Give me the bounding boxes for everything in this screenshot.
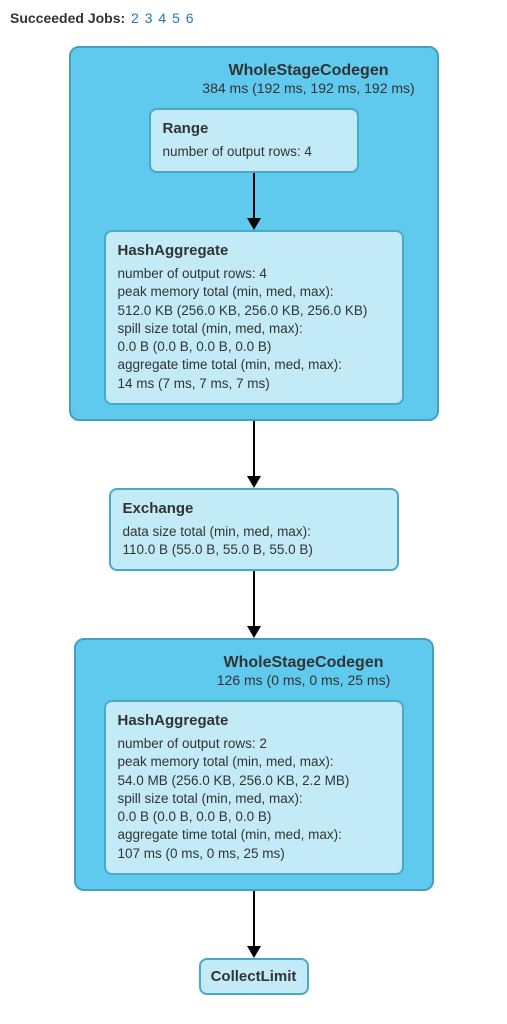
arrow: [247, 173, 261, 230]
hashaggregate-node-1: HashAggregate number of output rows: 4 p…: [104, 230, 404, 405]
node-metric: number of output rows: 2: [118, 735, 390, 753]
node-metric: 0.0 B (0.0 B, 0.0 B, 0.0 B): [118, 808, 390, 826]
stage-title: WholeStageCodegen: [206, 654, 402, 672]
node-metric: aggregate time total (min, med, max):: [118, 356, 390, 374]
node-metric: 54.0 MB (256.0 KB, 256.0 KB, 2.2 MB): [118, 772, 390, 790]
node-metric: 0.0 B (0.0 B, 0.0 B, 0.0 B): [118, 338, 390, 356]
arrow: [247, 891, 261, 958]
node-metric: aggregate time total (min, med, max):: [118, 826, 390, 844]
node-title: Exchange: [123, 500, 385, 517]
succeeded-jobs-label: Succeeded Jobs:: [10, 10, 125, 26]
node-metric: number of output rows: 4: [163, 143, 345, 161]
wholestage-codegen-1: WholeStageCodegen 384 ms (192 ms, 192 ms…: [69, 46, 439, 421]
job-link[interactable]: 3: [145, 10, 153, 26]
job-link[interactable]: 6: [186, 10, 194, 26]
arrow: [247, 421, 261, 488]
node-metric: 107 ms (0 ms, 0 ms, 25 ms): [118, 845, 390, 863]
succeeded-jobs-header: Succeeded Jobs: 2 3 4 5 6: [10, 10, 497, 26]
wholestage-codegen-2: WholeStageCodegen 126 ms (0 ms, 0 ms, 25…: [74, 638, 434, 891]
node-metric: number of output rows: 4: [118, 265, 390, 283]
succeeded-jobs-links: 2 3 4 5 6: [129, 10, 194, 26]
node-metric: peak memory total (min, med, max):: [118, 283, 390, 301]
job-link[interactable]: 2: [131, 10, 139, 26]
node-title: Range: [163, 120, 345, 137]
stage-timing: 384 ms (192 ms, 192 ms, 192 ms): [195, 80, 423, 96]
job-link[interactable]: 4: [158, 10, 166, 26]
range-node: Range number of output rows: 4: [149, 108, 359, 173]
arrow: [247, 571, 261, 638]
node-metric: 512.0 KB (256.0 KB, 256.0 KB, 256.0 KB): [118, 302, 390, 320]
job-link[interactable]: 5: [172, 10, 180, 26]
node-metric: spill size total (min, med, max):: [118, 320, 390, 338]
stage-timing: 126 ms (0 ms, 0 ms, 25 ms): [206, 672, 402, 688]
node-metric: 110.0 B (55.0 B, 55.0 B, 55.0 B): [123, 541, 385, 559]
node-metric: peak memory total (min, med, max):: [118, 753, 390, 771]
node-metric: data size total (min, med, max):: [123, 523, 385, 541]
stage-title: WholeStageCodegen: [195, 62, 423, 80]
exchange-node: Exchange data size total (min, med, max)…: [109, 488, 399, 571]
node-metric: 14 ms (7 ms, 7 ms, 7 ms): [118, 375, 390, 393]
node-title: HashAggregate: [118, 242, 390, 259]
hashaggregate-node-2: HashAggregate number of output rows: 2 p…: [104, 700, 404, 875]
collectlimit-node: CollectLimit: [199, 958, 309, 995]
node-metric: spill size total (min, med, max):: [118, 790, 390, 808]
query-plan-diagram: WholeStageCodegen 384 ms (192 ms, 192 ms…: [10, 46, 497, 995]
node-title: HashAggregate: [118, 712, 390, 729]
node-title: CollectLimit: [207, 968, 301, 985]
